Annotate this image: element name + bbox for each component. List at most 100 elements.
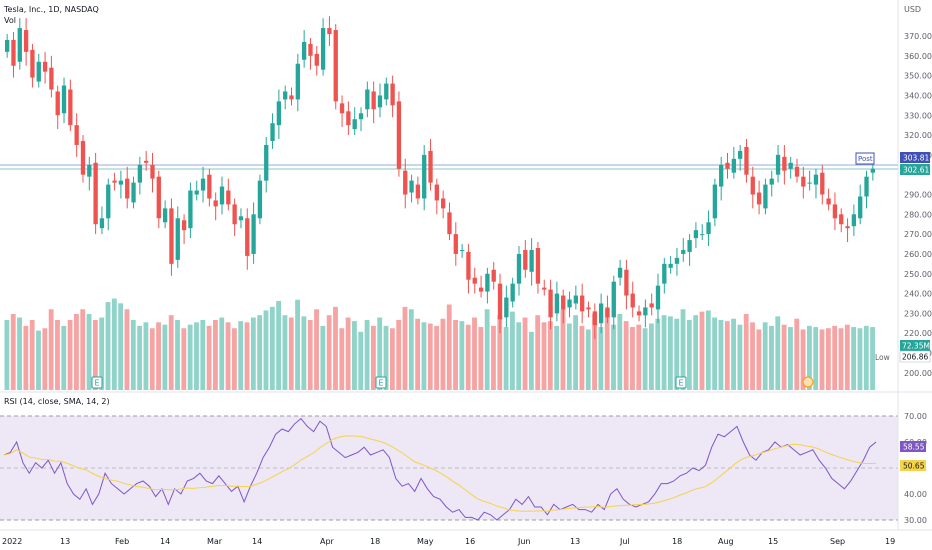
- candle-body[interactable]: [270, 123, 275, 142]
- candle-body[interactable]: [181, 220, 187, 231]
- candle-body[interactable]: [643, 307, 648, 316]
- candle-body[interactable]: [169, 208, 174, 264]
- candle-body[interactable]: [750, 176, 755, 195]
- candle-body[interactable]: [592, 311, 597, 326]
- candle-body[interactable]: [333, 30, 338, 102]
- candle-body[interactable]: [346, 111, 351, 126]
- earnings-marker[interactable]: [91, 376, 103, 389]
- candle-body[interactable]: [687, 240, 692, 252]
- candle-body[interactable]: [662, 263, 667, 284]
- candle-body[interactable]: [523, 249, 528, 270]
- candle-body[interactable]: [763, 184, 768, 209]
- symbol-title[interactable]: Tesla, Inc., 1D, NASDAQ: [3, 5, 99, 14]
- candle-body[interactable]: [839, 214, 844, 225]
- split-marker-icon[interactable]: [802, 376, 814, 388]
- candle-body[interactable]: [668, 263, 673, 268]
- candle-body[interactable]: [858, 196, 863, 219]
- candle-body[interactable]: [712, 184, 718, 219]
- candle-body[interactable]: [61, 85, 67, 114]
- candle-body[interactable]: [801, 176, 806, 187]
- candle-body[interactable]: [598, 303, 604, 324]
- candle-body[interactable]: [80, 141, 86, 175]
- candle-body[interactable]: [782, 156, 787, 171]
- candle-body[interactable]: [238, 216, 244, 221]
- candle-body[interactable]: [295, 63, 300, 100]
- volume-label[interactable]: Vol: [4, 16, 16, 25]
- candle-body[interactable]: [548, 289, 553, 318]
- candle-body[interactable]: [99, 218, 105, 229]
- candle-body[interactable]: [17, 28, 22, 62]
- candle-body[interactable]: [807, 182, 812, 184]
- earnings-marker[interactable]: [375, 376, 387, 389]
- candle-body[interactable]: [719, 164, 724, 187]
- candle-body[interactable]: [314, 53, 319, 66]
- candle-body[interactable]: [700, 234, 705, 236]
- candle-body[interactable]: [358, 113, 364, 120]
- candle-body[interactable]: [283, 91, 288, 100]
- candle-body[interactable]: [390, 83, 395, 106]
- candle-body[interactable]: [573, 295, 579, 304]
- candle-body[interactable]: [232, 204, 237, 225]
- candle-body[interactable]: [813, 174, 819, 185]
- candle-body[interactable]: [377, 95, 383, 108]
- candle-body[interactable]: [371, 91, 376, 110]
- candle-body[interactable]: [213, 200, 218, 207]
- candle-body[interactable]: [125, 178, 130, 199]
- candle-body[interactable]: [327, 28, 332, 35]
- rsi-indicator-label[interactable]: RSI (14, close, SMA, 14, 2): [4, 397, 110, 406]
- candle-body[interactable]: [409, 180, 414, 193]
- candle-body[interactable]: [769, 178, 774, 185]
- candle-body[interactable]: [49, 67, 54, 90]
- candle-body[interactable]: [156, 176, 161, 219]
- candle-body[interactable]: [744, 146, 749, 175]
- candle-body[interactable]: [826, 198, 831, 205]
- candle-body[interactable]: [339, 103, 345, 114]
- candle-body[interactable]: [23, 30, 29, 52]
- candle-body[interactable]: [207, 174, 212, 199]
- candle-body[interactable]: [415, 184, 421, 199]
- candle-body[interactable]: [472, 277, 477, 284]
- candle-body[interactable]: [611, 281, 616, 318]
- candle-body[interactable]: [725, 162, 730, 169]
- candle-body[interactable]: [636, 311, 642, 316]
- candle-body[interactable]: [219, 186, 225, 205]
- candle-body[interactable]: [42, 61, 48, 72]
- candle-body[interactable]: [870, 168, 875, 173]
- candle-body[interactable]: [93, 162, 98, 225]
- candle-body[interactable]: [87, 164, 92, 177]
- candle-body[interactable]: [529, 249, 534, 272]
- candle-body[interactable]: [788, 162, 793, 169]
- candle-body[interactable]: [693, 230, 699, 239]
- candle-body[interactable]: [320, 28, 326, 70]
- candle-body[interactable]: [617, 267, 623, 278]
- candle-body[interactable]: [478, 287, 484, 292]
- candle-body[interactable]: [491, 269, 496, 282]
- candle-body[interactable]: [706, 222, 711, 235]
- candle-body[interactable]: [586, 307, 591, 310]
- candle-body[interactable]: [5, 39, 10, 52]
- candle-body[interactable]: [257, 180, 263, 219]
- candle-body[interactable]: [580, 295, 585, 312]
- candle-body[interactable]: [554, 293, 560, 314]
- earnings-marker[interactable]: [675, 376, 687, 389]
- candle-body[interactable]: [459, 249, 465, 251]
- candle-body[interactable]: [567, 299, 572, 308]
- candle-body[interactable]: [466, 251, 471, 280]
- candle-body[interactable]: [106, 184, 111, 219]
- candle-body[interactable]: [396, 101, 402, 169]
- candle-body[interactable]: [264, 144, 269, 181]
- candle-body[interactable]: [851, 214, 857, 227]
- candle-body[interactable]: [144, 160, 149, 163]
- candle-body[interactable]: [403, 170, 408, 195]
- candle-body[interactable]: [516, 253, 522, 284]
- candle-body[interactable]: [112, 180, 117, 183]
- candle-body[interactable]: [447, 212, 452, 235]
- candle-body[interactable]: [820, 172, 825, 195]
- candle-body[interactable]: [731, 158, 736, 173]
- candle-body[interactable]: [150, 164, 155, 179]
- candle-body[interactable]: [756, 192, 762, 205]
- candle-body[interactable]: [655, 285, 661, 310]
- candle-body[interactable]: [245, 218, 250, 256]
- candle-body[interactable]: [74, 125, 79, 145]
